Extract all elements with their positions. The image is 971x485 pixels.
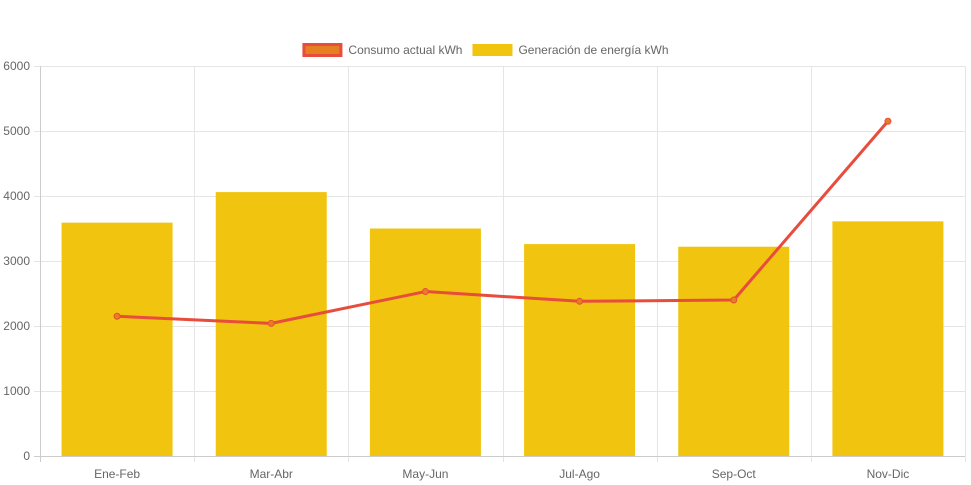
point-mar-abr[interactable] — [267, 319, 275, 327]
bar-nov-dic[interactable] — [832, 221, 944, 456]
legend-item-generacion[interactable]: Generación de energía kWh — [472, 43, 669, 57]
y-tick-label: 3000 — [3, 254, 30, 268]
x-tick-label: Ene-Feb — [94, 467, 140, 481]
point-ene-feb[interactable] — [113, 312, 121, 320]
grid — [34, 66, 966, 462]
legend-item-consumo[interactable]: Consumo actual kWh — [302, 43, 463, 57]
point-may-jun[interactable] — [421, 288, 429, 296]
axes — [34, 66, 965, 462]
x-tick-label: Sep-Oct — [712, 467, 757, 481]
x-axis-labels: Ene-Feb Mar-Abr May-Jun Jul-Ago Sep-Oct Nov-D… — [94, 467, 909, 481]
x-tick-label: Nov-Dic — [867, 467, 910, 481]
y-tick-label: 1000 — [3, 384, 30, 398]
y-tick-label: 0 — [23, 449, 30, 463]
point-sep-oct[interactable] — [730, 296, 738, 304]
bar-series — [61, 192, 944, 457]
legend-label-consumo: Consumo actual kWh — [348, 43, 462, 57]
bar-may-jun[interactable] — [369, 228, 481, 457]
line-series — [113, 117, 892, 327]
y-axis-labels: 0 1000 2000 3000 4000 5000 6000 — [3, 59, 30, 463]
point-nov-dic[interactable] — [884, 117, 892, 125]
x-tick-label: May-Jun — [402, 467, 448, 481]
legend-swatch-generacion — [472, 44, 513, 56]
line-consumo — [117, 120, 890, 325]
y-tick-label: 2000 — [3, 319, 30, 333]
legend: Consumo actual kWh Generación de energía… — [302, 43, 669, 57]
legend-label-generacion: Generación de energía kWh — [518, 43, 668, 57]
bar-ene-feb[interactable] — [61, 222, 173, 456]
legend-swatch-consumo — [302, 43, 343, 57]
x-tick-label: Mar-Abr — [250, 467, 293, 481]
x-tick-label: Jul-Ago — [559, 467, 600, 481]
bar-sep-oct[interactable] — [678, 246, 790, 456]
point-jul-ago[interactable] — [576, 297, 584, 305]
y-tick-label: 6000 — [3, 59, 30, 73]
y-tick-label: 5000 — [3, 124, 30, 138]
bar-jul-ago[interactable] — [524, 244, 636, 456]
y-tick-label: 4000 — [3, 189, 30, 203]
